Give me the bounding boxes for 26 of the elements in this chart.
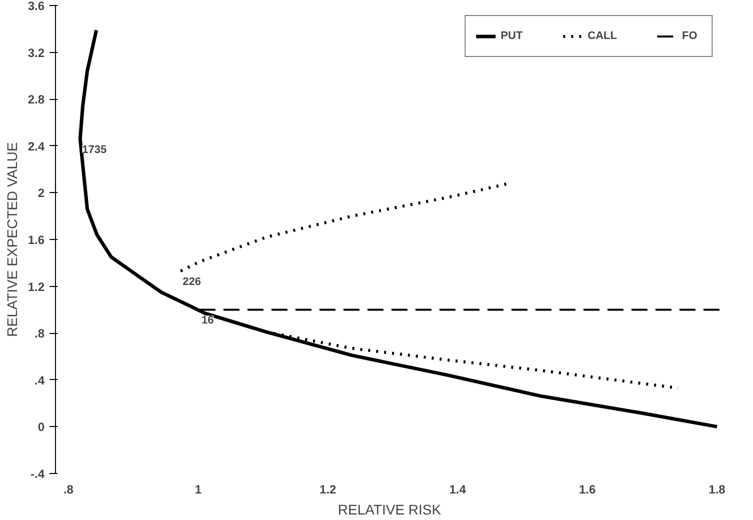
y-tick-label: 3.2 [28, 46, 45, 60]
annotation: 16 [201, 314, 214, 327]
x-tick-label: 1.2 [320, 482, 337, 496]
y-tick-label: .8 [34, 326, 45, 341]
x-tick-label: 1.8 [708, 482, 726, 496]
legend-label: PUT [500, 30, 523, 42]
annotation: 226 [182, 276, 202, 288]
y-axis-title: RELATIVE EXPECTED VALUE [4, 142, 20, 337]
x-tick-label: 1.4 [449, 482, 466, 496]
y-tick-label: .4 [34, 373, 45, 388]
legend-label: CALL [588, 30, 617, 42]
y-tick-label: 1.6 [28, 233, 45, 247]
x-tick-label: 1.6 [578, 482, 596, 496]
legend-label: FO [682, 30, 698, 42]
y-tick-label: 2 [38, 186, 45, 200]
y-tick-label: 3.6 [28, 0, 45, 13]
x-tick-label: .8 [63, 482, 74, 496]
line-series [78, 28, 719, 428]
x-axis-title: RELATIVE RISK [338, 502, 442, 518]
y-tick-label: 1.2 [28, 280, 45, 294]
y-tick-label: 2.8 [28, 92, 45, 107]
x-tick-label: 1 [194, 482, 202, 496]
annotation: 1735 [82, 144, 107, 156]
y-tick-label: 0 [38, 420, 45, 434]
y-tick-label: -.4 [30, 467, 45, 481]
y-tick-label: 2.4 [28, 139, 45, 154]
